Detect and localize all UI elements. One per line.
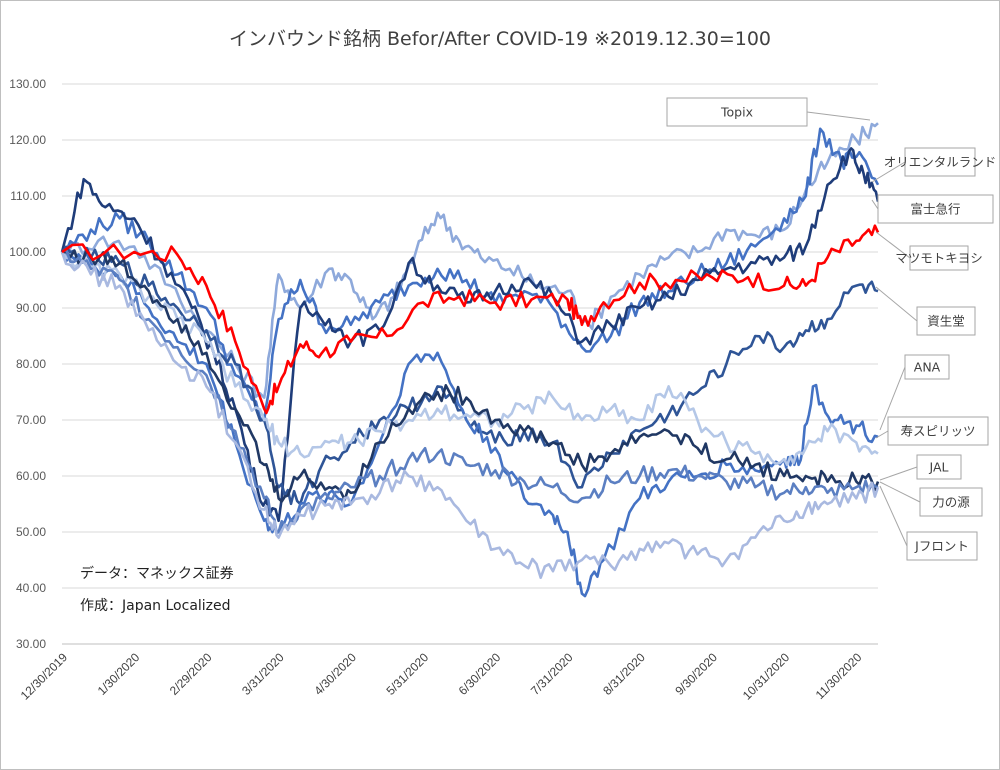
callout-leader-8 — [879, 481, 921, 503]
series-line-5 — [60, 251, 879, 598]
note-author: 作成：Japan Localized — [80, 598, 231, 614]
callout-leader-0 — [806, 111, 871, 121]
y-tick-label: 100.00 — [9, 245, 46, 259]
callout-box-7 — [916, 454, 962, 480]
y-tick-label: 50.00 — [16, 525, 46, 539]
x-tick-label: 6/30/2020 — [456, 650, 504, 698]
y-tick-label: 110.00 — [10, 189, 46, 203]
note-source: データ：マネックス証券 — [80, 565, 234, 582]
series-label: ANA — [914, 360, 941, 375]
callout-box-9 — [906, 531, 978, 561]
callout-box-1 — [904, 147, 976, 177]
gridlines — [62, 83, 878, 645]
series-label: Jフロント — [914, 539, 969, 554]
callout-box-0 — [666, 97, 808, 127]
series-line-9 — [60, 251, 880, 579]
callout-box-4 — [916, 306, 976, 336]
series-line-2 — [61, 127, 880, 422]
callout-box-5 — [904, 354, 950, 380]
chart-title: インバウンド銘柄 Befor/After COVID-19 ※2019.12.3… — [228, 28, 772, 50]
x-tick-label: 5/31/2020 — [384, 650, 432, 698]
y-tick-label: 90.00 — [16, 301, 46, 315]
x-axis-ticks: 12/30/2019 1/30/2020 2/29/2020 3/31/2020 4/3… — [18, 650, 865, 703]
callout-leader-4 — [875, 286, 918, 322]
series-line-7 — [61, 248, 880, 503]
y-tick-label: 60.00 — [16, 469, 46, 483]
series-label: オリエンタルランド — [884, 155, 997, 170]
callout-leader-6 — [875, 430, 889, 439]
y-tick-label: 40.00 — [16, 581, 46, 595]
callout-leader-3 — [875, 231, 911, 259]
x-tick-label: 10/31/2020 — [740, 650, 793, 703]
series-label: マツモトキヨシ — [895, 251, 983, 266]
series-line-6 — [60, 251, 879, 467]
series-label: JAL — [929, 460, 949, 475]
callout-leader-9 — [879, 485, 908, 547]
x-tick-label: 11/30/2020 — [813, 650, 865, 702]
x-tick-label: 4/30/2020 — [311, 650, 359, 698]
series-label: 資生堂 — [927, 314, 965, 329]
y-tick-label: 70.00 — [16, 413, 46, 427]
series-label: 力の源 — [932, 495, 970, 510]
y-tick-label: 130.00 — [9, 77, 46, 91]
callout-leader-1 — [871, 161, 906, 183]
callout-leader-7 — [879, 466, 918, 481]
callout-box-8 — [919, 487, 983, 517]
y-tick-label: 30.00 — [16, 637, 46, 651]
x-tick-label: 2/29/2020 — [167, 650, 215, 698]
series-label: 富士急行 — [910, 202, 960, 217]
x-tick-label: 1/30/2020 — [95, 650, 143, 698]
x-tick-label: 12/30/2019 — [18, 650, 71, 703]
y-axis-ticks: 30.00 40.00 50.00 60.00 70.00 80.00 90.00 100.0… — [9, 77, 46, 651]
y-tick-label: 80.00 — [16, 357, 46, 371]
series-label: 寿スピリッツ — [900, 424, 975, 439]
callout-box-2 — [877, 194, 994, 224]
x-tick-label: 8/31/2020 — [600, 650, 648, 698]
series-line-8 — [61, 248, 879, 535]
callout-leader-2 — [871, 199, 879, 210]
callout-box-6 — [887, 416, 989, 446]
chart-notes: データ：マネックス証券 作成：Japan Localized — [80, 565, 234, 614]
series-label: Topix — [720, 105, 753, 120]
series-lines — [60, 122, 880, 598]
x-tick-label: 3/31/2020 — [239, 650, 287, 698]
callout-box-3 — [909, 245, 969, 271]
y-tick-label: 120.00 — [9, 133, 46, 147]
x-tick-label: 7/31/2020 — [528, 650, 576, 698]
callout-leader-5 — [879, 366, 906, 431]
series-line-0 — [61, 224, 880, 415]
x-tick-label: 9/30/2020 — [672, 650, 720, 698]
